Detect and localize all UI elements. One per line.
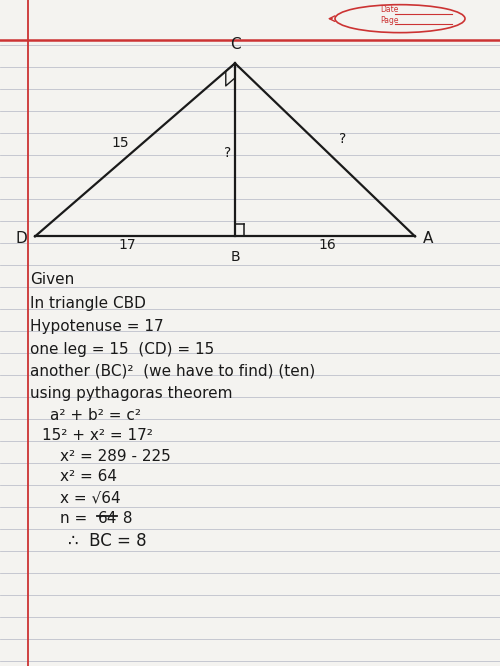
Text: 15² + x² = 17²: 15² + x² = 17²: [42, 428, 154, 443]
Text: C: C: [230, 37, 240, 52]
Text: A: A: [422, 231, 433, 246]
Text: Hypotenuse = 17: Hypotenuse = 17: [30, 319, 164, 334]
Text: n =: n =: [60, 511, 92, 525]
Text: B: B: [230, 250, 240, 264]
Text: ∴  BC = 8: ∴ BC = 8: [68, 531, 146, 550]
Text: one leg = 15  (CD) = 15: one leg = 15 (CD) = 15: [30, 342, 214, 357]
Text: D: D: [16, 231, 28, 246]
Text: 16: 16: [318, 238, 336, 252]
Text: 15: 15: [111, 135, 129, 150]
Text: Given: Given: [30, 272, 74, 287]
Text: Page: Page: [380, 15, 398, 25]
Text: ?: ?: [224, 145, 231, 160]
Text: 8: 8: [118, 511, 132, 525]
Text: using pythagoras theorem: using pythagoras theorem: [30, 386, 232, 401]
Text: 64: 64: [98, 511, 117, 525]
Text: In triangle CBD: In triangle CBD: [30, 296, 146, 310]
Text: 17: 17: [118, 238, 136, 252]
Text: ?: ?: [339, 132, 346, 147]
Text: a² + b² = c²: a² + b² = c²: [50, 408, 141, 423]
Text: Date: Date: [380, 5, 398, 14]
Text: x² = 64: x² = 64: [60, 470, 117, 484]
Text: x = √64: x = √64: [60, 490, 120, 505]
Text: another (BC)²  (we have to find) (ten): another (BC)² (we have to find) (ten): [30, 364, 316, 378]
Text: x² = 289 - 225: x² = 289 - 225: [60, 449, 171, 464]
